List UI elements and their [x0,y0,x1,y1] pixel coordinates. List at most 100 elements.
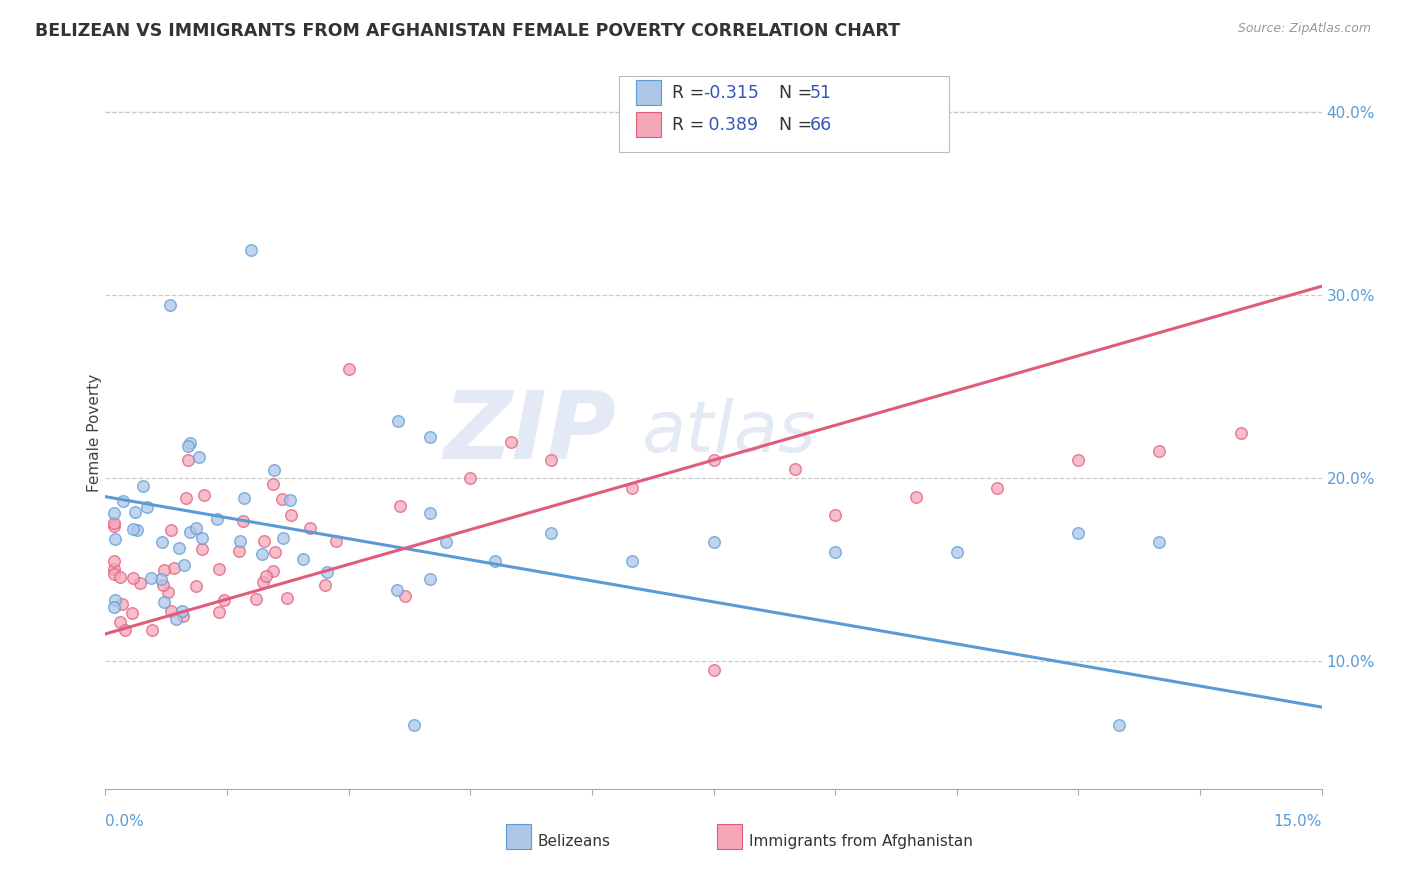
Text: BELIZEAN VS IMMIGRANTS FROM AFGHANISTAN FEMALE POVERTY CORRELATION CHART: BELIZEAN VS IMMIGRANTS FROM AFGHANISTAN … [35,22,900,40]
Point [621,554,644,568]
Point [212,593,235,607]
Point [292,551,315,566]
Point [174,491,197,506]
Point [167,541,190,555]
Point [153,563,176,577]
Point [264,545,287,559]
Point [208,605,231,619]
Point [419,430,441,444]
Point [103,566,125,581]
Point [122,571,145,585]
Point [250,548,273,562]
Point [208,562,231,576]
Point [104,592,127,607]
Point [262,565,284,579]
Point [254,569,277,583]
Point [263,462,285,476]
Point [152,595,174,609]
Point [1229,425,1251,440]
Point [484,554,506,568]
Point [172,604,194,618]
Point [314,578,336,592]
Point [1108,718,1130,732]
Point [229,533,252,548]
Point [159,297,181,311]
Point [159,523,181,537]
Point [128,576,150,591]
Point [141,624,163,638]
Point [172,608,194,623]
Point [149,572,172,586]
Point [150,534,173,549]
Point [108,569,131,583]
Point [103,599,125,614]
Point [179,525,201,540]
Point [387,414,409,428]
Point [228,544,250,558]
Point [945,544,967,558]
Point [103,516,125,531]
Text: R =: R = [672,116,710,134]
Point [280,508,302,522]
Point [160,604,183,618]
Point [165,611,187,625]
Point [103,532,125,546]
Point [905,490,928,504]
Point [337,361,360,376]
Point [111,597,134,611]
Point [783,462,806,476]
Text: Source: ZipAtlas.com: Source: ZipAtlas.com [1237,22,1371,36]
Point [103,519,125,533]
Point [299,521,322,535]
Text: atlas: atlas [641,398,815,467]
Point [540,526,562,541]
Point [176,439,198,453]
Point [402,718,425,732]
Point [385,582,408,597]
Point [121,606,143,620]
Point [986,481,1008,495]
Point [1067,526,1090,541]
Text: N =: N = [768,84,817,102]
Point [540,453,562,467]
Text: 0.389: 0.389 [703,116,758,134]
Point [824,508,846,522]
Text: -0.315: -0.315 [703,84,759,102]
Text: 51: 51 [810,84,832,102]
Point [1149,535,1171,549]
Point [240,243,263,257]
Point [499,434,522,449]
Point [193,488,215,502]
Point [273,531,295,545]
Point [141,571,163,585]
Point [434,535,457,549]
Point [184,579,207,593]
Point [245,592,267,607]
Point [124,505,146,519]
Point [458,471,481,485]
Point [103,562,125,576]
Point [389,499,412,513]
Point [824,544,846,558]
Point [205,512,228,526]
Point [419,506,441,520]
Text: 66: 66 [810,116,832,134]
Point [179,436,201,450]
Point [315,565,337,579]
Point [111,494,134,508]
Point [162,561,184,575]
Point [1149,444,1171,458]
Point [394,589,416,603]
Point [621,481,644,495]
Point [173,558,195,572]
Point [135,500,157,514]
Point [1067,453,1090,467]
Point [232,491,254,505]
Point [103,506,125,520]
Text: ZIP: ZIP [443,386,616,479]
Point [253,534,276,549]
Text: 0.0%: 0.0% [105,814,145,829]
Point [702,535,725,549]
Point [122,522,145,536]
Point [702,453,725,467]
